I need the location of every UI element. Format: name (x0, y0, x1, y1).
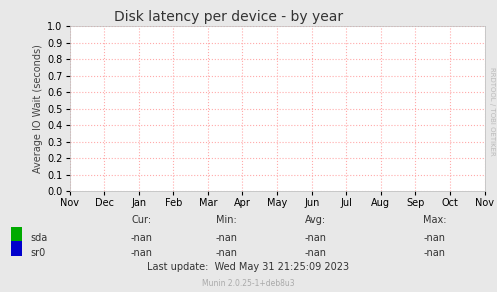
Text: Max:: Max: (423, 215, 447, 225)
Text: Munin 2.0.25-1+deb8u3: Munin 2.0.25-1+deb8u3 (202, 279, 295, 288)
Text: sr0: sr0 (31, 248, 46, 258)
Text: Avg:: Avg: (305, 215, 326, 225)
Text: -nan: -nan (424, 233, 446, 243)
Text: -nan: -nan (424, 248, 446, 258)
Text: Last update:  Wed May 31 21:25:09 2023: Last update: Wed May 31 21:25:09 2023 (148, 262, 349, 272)
Text: sda: sda (31, 233, 48, 243)
Text: -nan: -nan (215, 248, 237, 258)
Text: Cur:: Cur: (132, 215, 152, 225)
Text: -nan: -nan (131, 248, 153, 258)
Text: RRDTOOL / TOBI OETIKER: RRDTOOL / TOBI OETIKER (489, 67, 495, 155)
Text: Disk latency per device - by year: Disk latency per device - by year (114, 10, 343, 24)
Text: -nan: -nan (131, 233, 153, 243)
Text: Min:: Min: (216, 215, 237, 225)
Text: -nan: -nan (305, 233, 327, 243)
Text: -nan: -nan (215, 233, 237, 243)
Text: -nan: -nan (305, 248, 327, 258)
Y-axis label: Average IO Wait (seconds): Average IO Wait (seconds) (33, 44, 43, 173)
